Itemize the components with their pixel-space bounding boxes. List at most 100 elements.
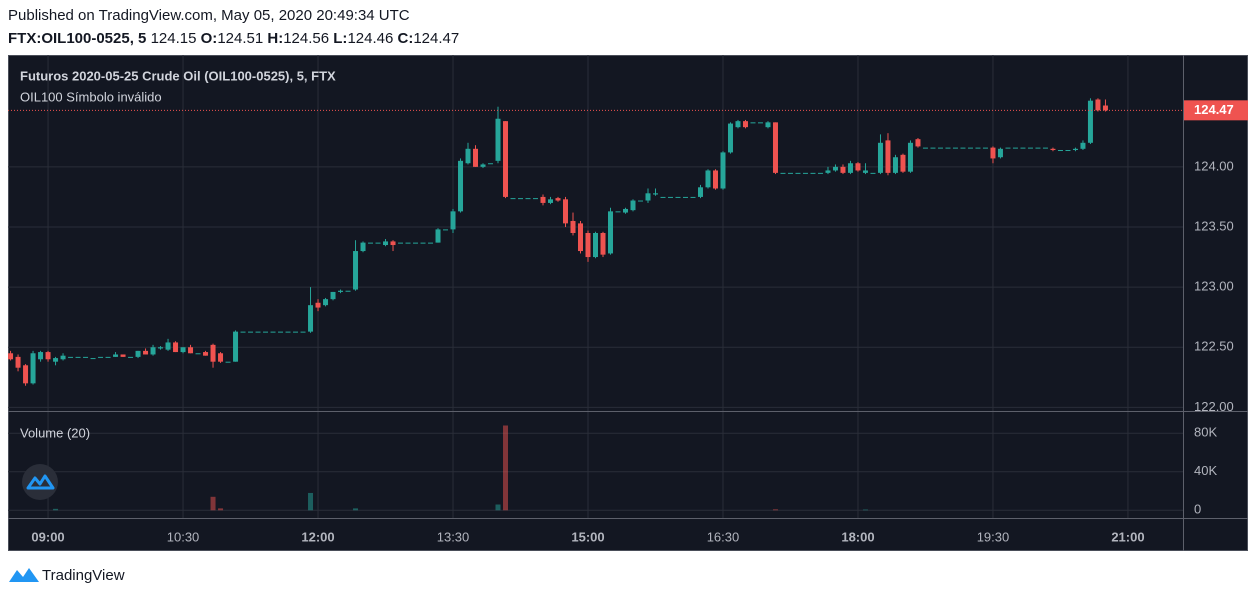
candle-body [443,229,449,231]
candle-body [637,200,643,202]
candle-body [525,198,531,200]
y-tick-label: 122.00 [1194,399,1234,414]
symbol: FTX:OIL100-0525, 5 [8,30,146,47]
candle-body [533,198,539,200]
candle-body [802,172,808,174]
candle-body [682,196,688,198]
candle-body [825,170,831,173]
candle-body [390,241,396,246]
candle-body [503,121,509,197]
candle-body [398,242,404,244]
candle-body [368,242,374,244]
candle-body [735,121,741,128]
candle-body [105,356,111,358]
candle-body [1095,99,1101,111]
candle-body [795,172,801,174]
volume-bar [503,425,509,511]
candle-body [113,354,119,357]
candle-body [600,233,606,255]
volume-bar [772,509,778,511]
y-tick-label: 123.50 [1194,218,1234,233]
candle-body [593,233,598,258]
candle-body [450,211,456,230]
candle-body [1065,150,1071,152]
candle-body [705,170,711,188]
x-tick-label: 18:00 [841,529,874,544]
candle-body [135,350,141,357]
candle-body [765,122,771,128]
candle-body [143,350,149,355]
candle-body [840,166,846,173]
candle-body [540,196,546,203]
candle-body [660,196,666,198]
y-tick-label: 123.00 [1194,279,1234,294]
candle-body [285,331,291,333]
candle-body [338,290,344,292]
candle-body [862,170,868,173]
candle-body [712,170,718,189]
x-tick-label: 13:30 [437,529,470,544]
candle-body [165,342,171,350]
x-tick-label: 15:00 [571,529,604,544]
marks [8,98,1183,511]
candle-body [982,147,988,149]
candle-body [780,172,786,174]
candle-body [315,302,321,308]
candle-body [480,164,486,167]
candle-body [1080,142,1086,149]
candle-body [772,122,778,173]
candle-body [607,211,613,254]
candle-body [885,140,891,173]
candle-body [922,147,928,149]
candle-body [90,358,96,360]
candle-body [1020,147,1026,149]
candle-body [960,147,966,149]
candle-body [150,347,156,355]
ohlc-value: 124.46 [347,30,393,47]
volume-bar [495,504,501,511]
candle-body [900,154,906,172]
volume-bar [353,508,359,511]
candle-body [645,193,651,201]
candle-body [1057,150,1063,152]
candle-body [817,172,823,174]
last-price-label: 124.47 [1194,102,1234,117]
candle-body [892,157,898,173]
x-tick-label: 09:00 [31,529,64,544]
volume-bar [53,508,59,511]
candle-body [510,198,516,200]
candle-body [1042,147,1048,149]
candle-body [300,331,306,333]
candle-body [690,196,696,198]
change: 124.15 [151,30,197,47]
ohlc-label: C: [398,30,414,47]
candle-body [750,122,756,124]
candle-body [1072,148,1078,151]
candle-body [555,198,561,201]
candle-body [675,196,681,198]
candle-body [570,220,576,233]
candle-body [263,331,269,333]
candle-body [195,353,201,355]
candle-body [225,361,231,363]
y-tick-label: 124.00 [1194,158,1234,173]
candle-body [877,142,883,173]
footer-brand: TradingView [42,567,125,584]
candle-body [937,147,943,149]
candle-body [428,242,434,244]
candle-body [1087,100,1093,143]
candle-body [38,352,44,360]
y2-tick-label: 80K [1194,425,1217,440]
candle-body [742,121,748,128]
candle-body [68,356,74,358]
candle-body [15,356,21,368]
candle-body [30,353,36,384]
candle-body [945,147,951,149]
candle-body [233,331,239,362]
grid [8,55,1183,518]
candle-body [405,242,411,244]
candle-body [855,163,861,171]
candle-body [1035,147,1041,149]
candle-body [330,291,336,300]
